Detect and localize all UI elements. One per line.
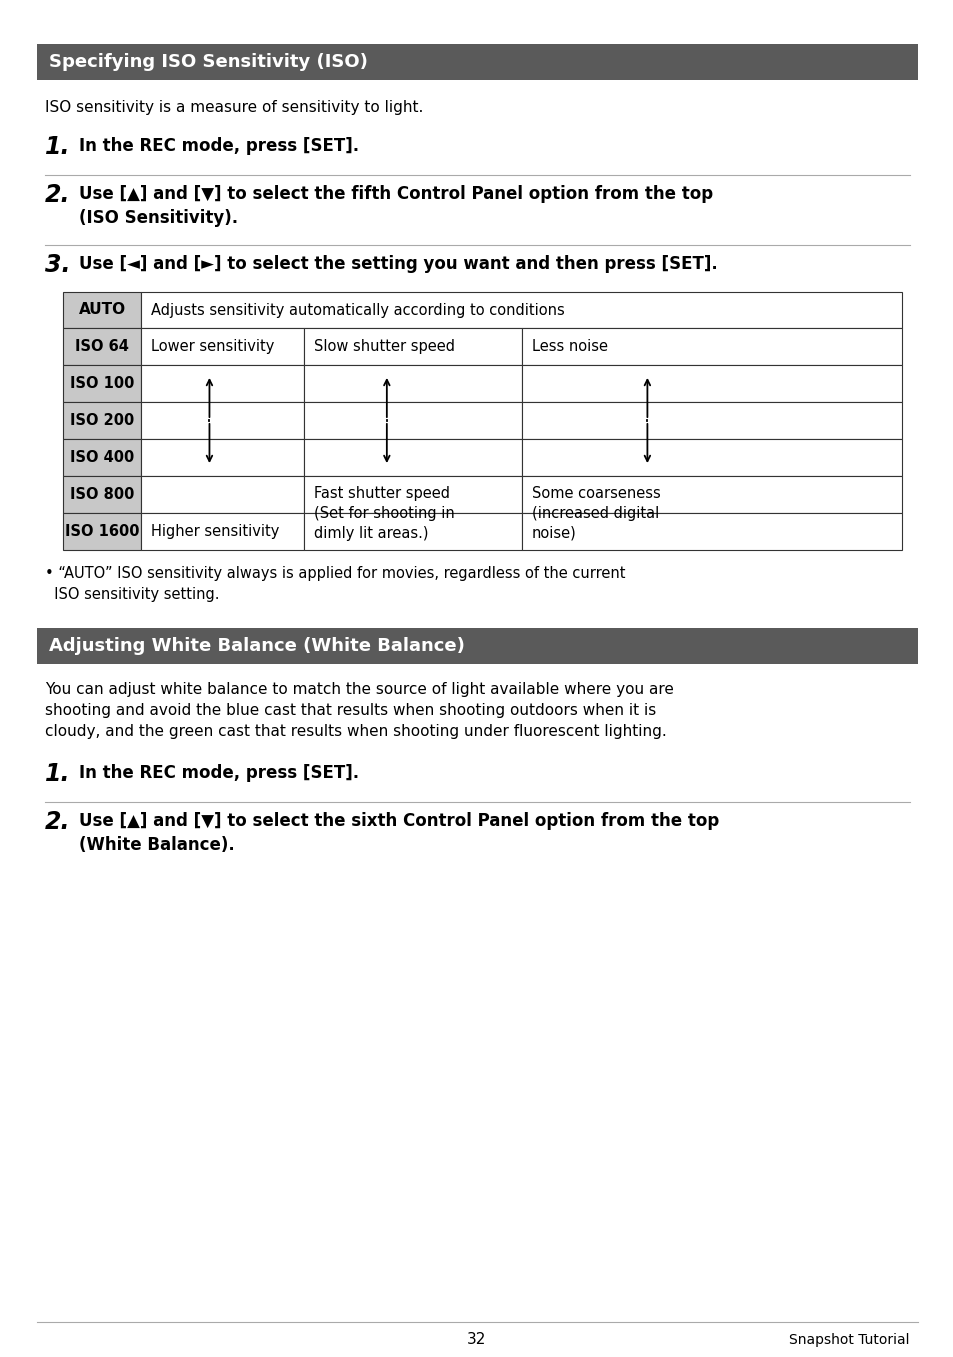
Text: Use [◄] and [►] to select the setting you want and then press [SET].: Use [◄] and [►] to select the setting yo… xyxy=(79,255,717,273)
Text: Fast shutter speed
(Set for shooting in
dimly lit areas.): Fast shutter speed (Set for shooting in … xyxy=(314,486,455,540)
Bar xyxy=(141,365,304,402)
Text: AUTO: AUTO xyxy=(78,303,126,318)
Bar xyxy=(141,440,304,476)
Text: Snapshot Tutorial: Snapshot Tutorial xyxy=(789,1333,909,1348)
Bar xyxy=(141,292,901,328)
Text: You can adjust white balance to match the source of light available where you ar: You can adjust white balance to match th… xyxy=(45,683,673,740)
Text: ISO sensitivity is a measure of sensitivity to light.: ISO sensitivity is a measure of sensitiv… xyxy=(45,100,423,115)
Bar xyxy=(37,628,917,664)
Bar xyxy=(63,513,141,550)
Bar xyxy=(37,43,917,80)
Text: • “AUTO” ISO sensitivity always is applied for movies, regardless of the current: • “AUTO” ISO sensitivity always is appli… xyxy=(45,566,625,603)
Bar xyxy=(304,440,521,476)
Text: 3.: 3. xyxy=(45,252,71,277)
Bar xyxy=(63,476,141,513)
Bar xyxy=(521,328,901,365)
Text: ISO 100: ISO 100 xyxy=(70,376,134,391)
Text: Lower sensitivity: Lower sensitivity xyxy=(151,339,274,354)
Text: Adjusts sensitivity automatically according to conditions: Adjusts sensitivity automatically accord… xyxy=(151,303,564,318)
Bar xyxy=(141,402,304,440)
Bar xyxy=(304,513,521,550)
Text: ISO 400: ISO 400 xyxy=(70,451,134,465)
Text: Higher sensitivity: Higher sensitivity xyxy=(151,524,279,539)
Text: ISO 64: ISO 64 xyxy=(75,339,129,354)
Bar xyxy=(304,365,521,402)
Text: 2.: 2. xyxy=(45,183,71,208)
Text: Less noise: Less noise xyxy=(532,339,607,354)
Bar xyxy=(141,328,304,365)
Bar xyxy=(141,476,304,513)
Text: In the REC mode, press [SET].: In the REC mode, press [SET]. xyxy=(79,137,358,155)
Bar xyxy=(63,402,141,440)
Text: In the REC mode, press [SET].: In the REC mode, press [SET]. xyxy=(79,764,358,782)
Text: Some coarseness
(increased digital
noise): Some coarseness (increased digital noise… xyxy=(532,486,660,540)
Bar xyxy=(521,476,901,513)
Bar xyxy=(63,440,141,476)
Bar xyxy=(521,513,901,550)
Text: 1.: 1. xyxy=(45,134,71,159)
Text: 1.: 1. xyxy=(45,763,71,786)
Bar xyxy=(521,440,901,476)
Text: 2.: 2. xyxy=(45,810,71,835)
Text: ISO 800: ISO 800 xyxy=(70,487,134,502)
Bar xyxy=(63,292,141,328)
Bar xyxy=(141,513,304,550)
Text: Adjusting White Balance (White Balance): Adjusting White Balance (White Balance) xyxy=(49,636,464,655)
Bar xyxy=(521,365,901,402)
Bar xyxy=(304,328,521,365)
Text: Slow shutter speed: Slow shutter speed xyxy=(314,339,455,354)
Text: Use [▲] and [▼] to select the sixth Control Panel option from the top
(White Bal: Use [▲] and [▼] to select the sixth Cont… xyxy=(79,811,719,855)
Text: ISO 1600: ISO 1600 xyxy=(65,524,139,539)
Bar xyxy=(304,476,521,513)
Text: 32: 32 xyxy=(467,1333,486,1348)
Text: ISO 200: ISO 200 xyxy=(70,413,134,427)
Text: Use [▲] and [▼] to select the fifth Control Panel option from the top
(ISO Sensi: Use [▲] and [▼] to select the fifth Cont… xyxy=(79,185,713,228)
Bar xyxy=(521,402,901,440)
Bar xyxy=(63,365,141,402)
Bar xyxy=(63,328,141,365)
Bar xyxy=(304,402,521,440)
Text: Specifying ISO Sensitivity (ISO): Specifying ISO Sensitivity (ISO) xyxy=(49,53,368,71)
